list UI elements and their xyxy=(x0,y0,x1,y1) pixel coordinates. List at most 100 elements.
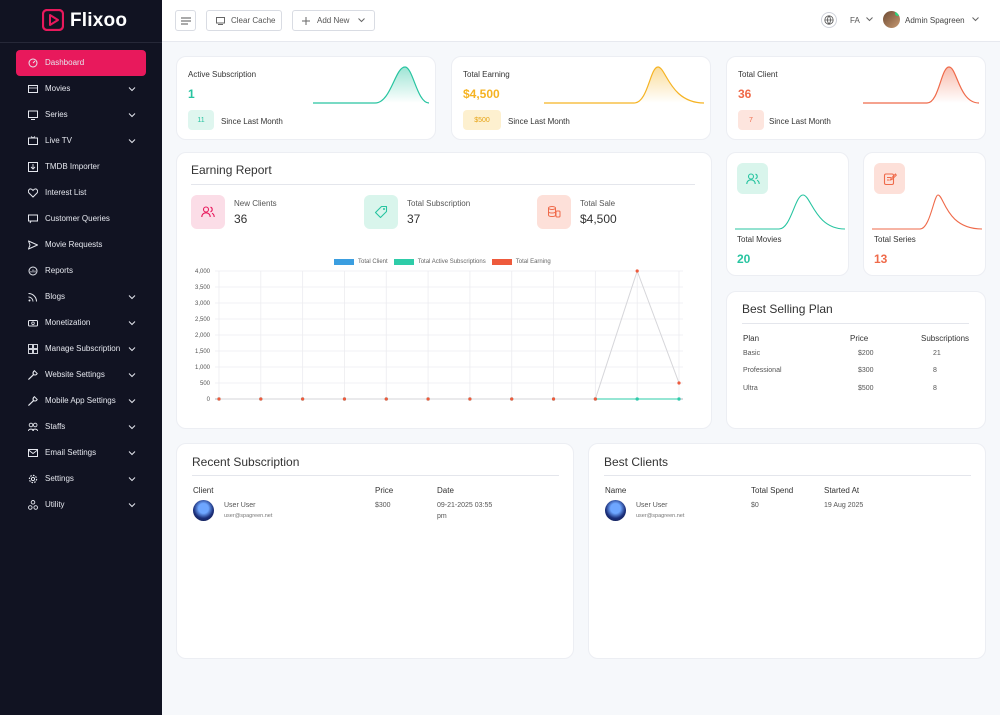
data-point xyxy=(468,397,472,401)
legend-label[interactable]: Total Client xyxy=(358,259,388,265)
y-tick-label: 2,500 xyxy=(195,317,211,323)
globe-icon xyxy=(824,15,834,25)
sidebar-item-mobile-app-settings[interactable]: Mobile App Settings xyxy=(0,388,162,414)
rss-icon xyxy=(28,293,37,302)
sidebar-item-label: Interest List xyxy=(45,188,87,197)
report-item-label: Total Subscription xyxy=(407,199,471,208)
plan-price: $300 xyxy=(858,367,874,374)
sparkline-chart xyxy=(735,194,845,230)
wrench-icon xyxy=(28,396,38,406)
subscription-date: 09-21-2025 03:55 xyxy=(437,502,493,509)
y-tick-label: 500 xyxy=(200,381,211,387)
sidebar-divider xyxy=(0,42,162,43)
users-icon xyxy=(737,163,768,194)
sidebar-item-label: Manage Subscription xyxy=(45,344,121,353)
coins-icon xyxy=(537,195,571,229)
plan-subscriptions: 8 xyxy=(933,385,937,392)
chevron-down-icon[interactable] xyxy=(972,17,979,22)
sidebar-item-movies[interactable]: Movies xyxy=(0,76,162,102)
chevron-down-icon xyxy=(128,139,136,144)
sidebar-item-label: Staffs xyxy=(45,422,66,431)
best-selling-plan-card: Best Selling Plan Plan Price Subscriptio… xyxy=(726,291,986,429)
sidebar-item-movie-requests[interactable]: Movie Requests xyxy=(0,232,162,258)
data-point xyxy=(551,397,556,401)
sidebar-item-reports[interactable]: Reports xyxy=(0,258,162,284)
report-item-value: $4,500 xyxy=(580,212,617,226)
stat-card-total-series: Total Series 13 xyxy=(863,152,986,276)
legend-swatch xyxy=(393,259,414,265)
sidebar-item-label: Movies xyxy=(45,84,71,93)
sidebar-item-dashboard[interactable]: Dashboard xyxy=(16,50,146,76)
money-icon xyxy=(28,320,38,327)
stat-card-active-subscription: Active Subscription 1 11 Since Last Mont… xyxy=(176,56,436,140)
add-new-button[interactable]: Add New xyxy=(292,10,375,31)
y-tick-label: 1,000 xyxy=(195,365,211,371)
globe-button[interactable] xyxy=(821,12,837,28)
column-header: Subscriptions xyxy=(921,334,970,343)
brand[interactable]: Flixoo xyxy=(0,0,162,42)
sidebar: Flixoo Dashboard Movies Series Live TV TMDB … xyxy=(0,0,162,715)
send-icon xyxy=(28,240,38,250)
sidebar-item-live-tv[interactable]: Live TV xyxy=(0,128,162,154)
sidebar-item-settings[interactable]: Settings xyxy=(0,466,162,492)
legend-label[interactable]: Total Earning xyxy=(515,259,551,265)
subscription-price: $300 xyxy=(375,502,391,509)
series-icon xyxy=(28,110,38,120)
sidebar-item-series[interactable]: Series xyxy=(0,102,162,128)
best-clients-card: Best Clients Name Total Spend Started At… xyxy=(588,443,986,659)
stat-value: 20 xyxy=(737,252,751,266)
monitor-icon xyxy=(216,17,225,25)
legend-swatch xyxy=(491,259,512,265)
sparkline-chart xyxy=(863,66,979,104)
column-header: Plan xyxy=(743,334,760,343)
sidebar-item-monetization[interactable]: Monetization xyxy=(0,310,162,336)
chevron-down-icon[interactable] xyxy=(866,17,873,22)
section-divider xyxy=(742,323,969,324)
user-avatar[interactable] xyxy=(883,11,900,28)
y-tick-label: 0 xyxy=(207,397,211,403)
recent-subscription-card: Recent Subscription Client Price Date Us… xyxy=(176,443,574,659)
hamburger-icon xyxy=(180,17,191,24)
language-selector[interactable]: FA xyxy=(850,16,860,25)
stat-card-total-earning: Total Earning $4,500 $500 Since Last Mon… xyxy=(451,56,711,140)
sidebar-item-label: Utility xyxy=(45,500,65,509)
sidebar-item-blogs[interactable]: Blogs xyxy=(0,284,162,310)
column-header: Started At xyxy=(824,486,860,495)
tag-icon xyxy=(364,195,398,229)
client-started-at: 19 Aug 2025 xyxy=(824,502,864,509)
flixoo-logo-icon xyxy=(42,9,64,31)
sidebar-item-customer-queries[interactable]: Customer Queries xyxy=(0,206,162,232)
subscription-date-suffix: pm xyxy=(437,513,447,520)
y-tick-label: 3,500 xyxy=(195,285,211,291)
earning-report-title: Earning Report xyxy=(191,163,272,177)
column-header: Date xyxy=(437,486,454,495)
clear-cache-button[interactable]: Clear Cache xyxy=(206,10,282,31)
report-item-value: 36 xyxy=(234,212,248,226)
chevron-down-icon xyxy=(128,451,136,456)
sidebar-item-interest-list[interactable]: Interest List xyxy=(0,180,162,206)
sidebar-item-website-settings[interactable]: Website Settings xyxy=(0,362,162,388)
sidebar-item-tmdb-importer[interactable]: TMDB Importer xyxy=(0,154,162,180)
sidebar-item-label: Series xyxy=(45,110,68,119)
report-item-value: 37 xyxy=(407,212,421,226)
mail-icon xyxy=(28,449,38,457)
plan-subscriptions: 21 xyxy=(933,350,941,357)
sidebar-item-email-settings[interactable]: Email Settings xyxy=(0,440,162,466)
sidebar-item-label: Dashboard xyxy=(45,58,85,67)
sidebar-item-manage-subscription[interactable]: Manage Subscription xyxy=(0,336,162,362)
stat-title: Total Client xyxy=(738,70,778,79)
sidebar-item-label: Movie Requests xyxy=(45,240,103,249)
user-name[interactable]: Admin Spagreen xyxy=(905,16,965,25)
staff-icon xyxy=(28,422,38,432)
best-selling-title: Best Selling Plan xyxy=(742,302,833,316)
legend-label[interactable]: Total Active Subscriptions xyxy=(417,259,486,265)
stat-title: Total Series xyxy=(874,235,916,244)
sidebar-item-utility[interactable]: Utility xyxy=(0,492,162,518)
sidebar-item-staffs[interactable]: Staffs xyxy=(0,414,162,440)
report-icon xyxy=(28,266,38,276)
menu-toggle-button[interactable] xyxy=(175,10,196,31)
dashboard-icon xyxy=(28,58,38,68)
data-point xyxy=(593,397,597,401)
heart-icon xyxy=(28,188,38,198)
movie-icon xyxy=(28,85,38,93)
